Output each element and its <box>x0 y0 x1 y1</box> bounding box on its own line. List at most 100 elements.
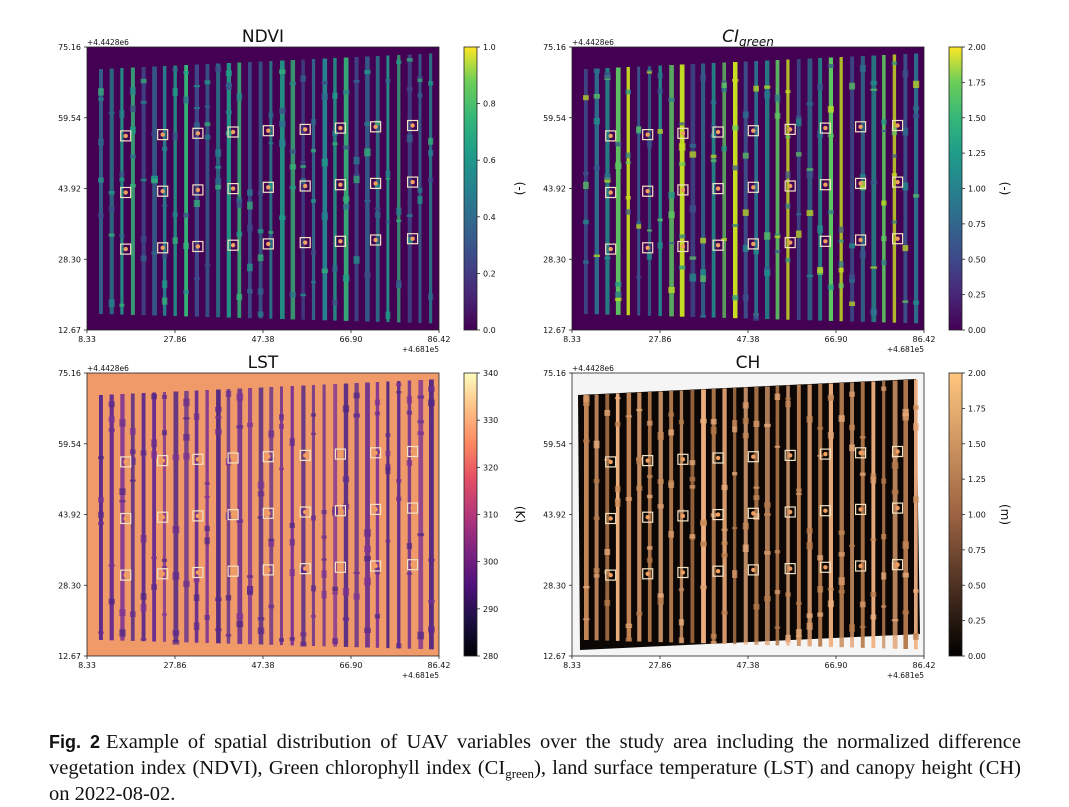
sample-plot-center <box>645 132 650 137</box>
strip-speckle <box>257 481 265 489</box>
strip-speckle <box>98 177 104 183</box>
strip-speckle <box>353 593 360 600</box>
strip-speckle <box>913 106 920 111</box>
strip-speckle <box>151 178 158 184</box>
crop-strip <box>397 55 401 323</box>
crop-strip <box>754 61 758 319</box>
sample-plot-box <box>299 449 311 461</box>
strip-speckle <box>764 91 771 99</box>
sample-plot-center <box>160 189 165 194</box>
sample-plot-box <box>262 507 274 519</box>
sample-plot-box <box>120 130 132 142</box>
crop-strip <box>429 379 434 650</box>
strip-speckle <box>593 118 600 125</box>
sample-plot-center <box>338 565 343 570</box>
x-tick-label: 66.90 <box>340 335 363 344</box>
strip-speckle <box>689 534 696 539</box>
strip-speckle <box>668 429 675 436</box>
crop-strip <box>914 53 919 324</box>
ndvi-sample-plots <box>120 119 419 255</box>
strip-speckle <box>193 594 200 601</box>
strip-speckle <box>161 565 167 568</box>
x-tick-label: 47.38 <box>252 661 275 670</box>
strip-speckle <box>364 148 371 157</box>
strip-speckle <box>625 497 633 501</box>
colorbar-tick-label: 0.75 <box>968 220 986 229</box>
strip-speckle <box>289 185 297 190</box>
strip-speckle <box>764 85 771 89</box>
x-offset-label: +4.681e5 <box>887 345 924 354</box>
strip-speckle <box>859 472 866 476</box>
colorbar-tick-label: 0.25 <box>968 291 986 300</box>
strip-speckle <box>396 391 402 394</box>
strip-speckle <box>385 220 391 224</box>
strip-speckle <box>774 94 781 102</box>
sample-plot-box <box>192 453 204 465</box>
strip-speckle <box>247 263 253 272</box>
crop-strip <box>184 65 188 317</box>
strip-speckle <box>129 126 136 134</box>
ch-title: CH <box>736 353 761 373</box>
strip-speckle <box>764 423 771 428</box>
strip-speckle <box>774 250 781 254</box>
strip-speckle <box>215 165 222 169</box>
strip-speckle <box>891 154 898 158</box>
sample-plot-box <box>605 130 617 142</box>
strip-speckle <box>604 458 611 461</box>
sample-plot-center <box>895 562 900 567</box>
strip-speckle <box>236 93 243 101</box>
sample-plot-center <box>895 236 900 241</box>
strip-speckle <box>785 203 791 209</box>
strip-speckle <box>668 192 675 199</box>
strip-speckle <box>614 397 621 400</box>
strip-speckle <box>396 479 402 483</box>
strip-speckle <box>417 76 423 79</box>
strip-speckle <box>204 615 210 620</box>
strip-speckle <box>891 173 898 177</box>
sample-plot-center <box>858 507 863 512</box>
sample-plot-box <box>299 180 311 192</box>
y-offset-label: +4.4428e6 <box>572 364 614 373</box>
strip-speckle <box>817 267 824 274</box>
crop-strip <box>765 60 770 320</box>
strip-speckle <box>646 546 653 550</box>
crop-strip <box>386 55 390 323</box>
strip-speckle <box>721 238 727 242</box>
strip-speckle <box>593 479 600 483</box>
sample-plot-box <box>299 237 311 249</box>
crop-strip <box>343 57 349 321</box>
strip-speckle <box>119 500 126 503</box>
strip-speckle <box>236 393 244 401</box>
sample-plot-box <box>192 566 204 579</box>
strip-speckle <box>428 149 434 157</box>
strip-speckle <box>646 229 653 232</box>
strip-speckle <box>870 81 878 85</box>
sample-plot-center <box>895 449 900 454</box>
strip-speckle <box>881 478 887 484</box>
sample-plot-center <box>751 128 756 133</box>
ch-colorbar-label: (m) <box>998 504 1012 525</box>
crop-strip <box>130 67 135 315</box>
strip-speckle <box>225 131 232 136</box>
sample-plot-center <box>788 240 793 245</box>
strip-speckle <box>593 573 600 578</box>
strip-speckle <box>817 612 824 617</box>
strip-speckle <box>849 424 855 431</box>
strip-speckle <box>689 205 697 213</box>
sample-plot-box <box>784 562 796 575</box>
strip-speckle <box>668 412 675 417</box>
colorbar-tick-label: 0.0 <box>483 326 496 335</box>
y-tick-label: 28.30 <box>543 255 566 264</box>
strip-speckle <box>881 119 887 125</box>
strip-speckle <box>838 267 844 273</box>
ndvi-colorbar-label: (-) <box>513 182 527 196</box>
strip-speckle <box>279 120 286 128</box>
strip-speckle <box>721 80 727 84</box>
strip-speckle <box>625 89 631 95</box>
strip-speckle <box>428 599 435 603</box>
crop-strip <box>258 61 263 319</box>
x-offset-label: +4.681e5 <box>887 671 924 680</box>
crop-strip <box>615 393 620 641</box>
strip-speckle <box>321 558 327 561</box>
sample-plot-center <box>823 182 828 187</box>
